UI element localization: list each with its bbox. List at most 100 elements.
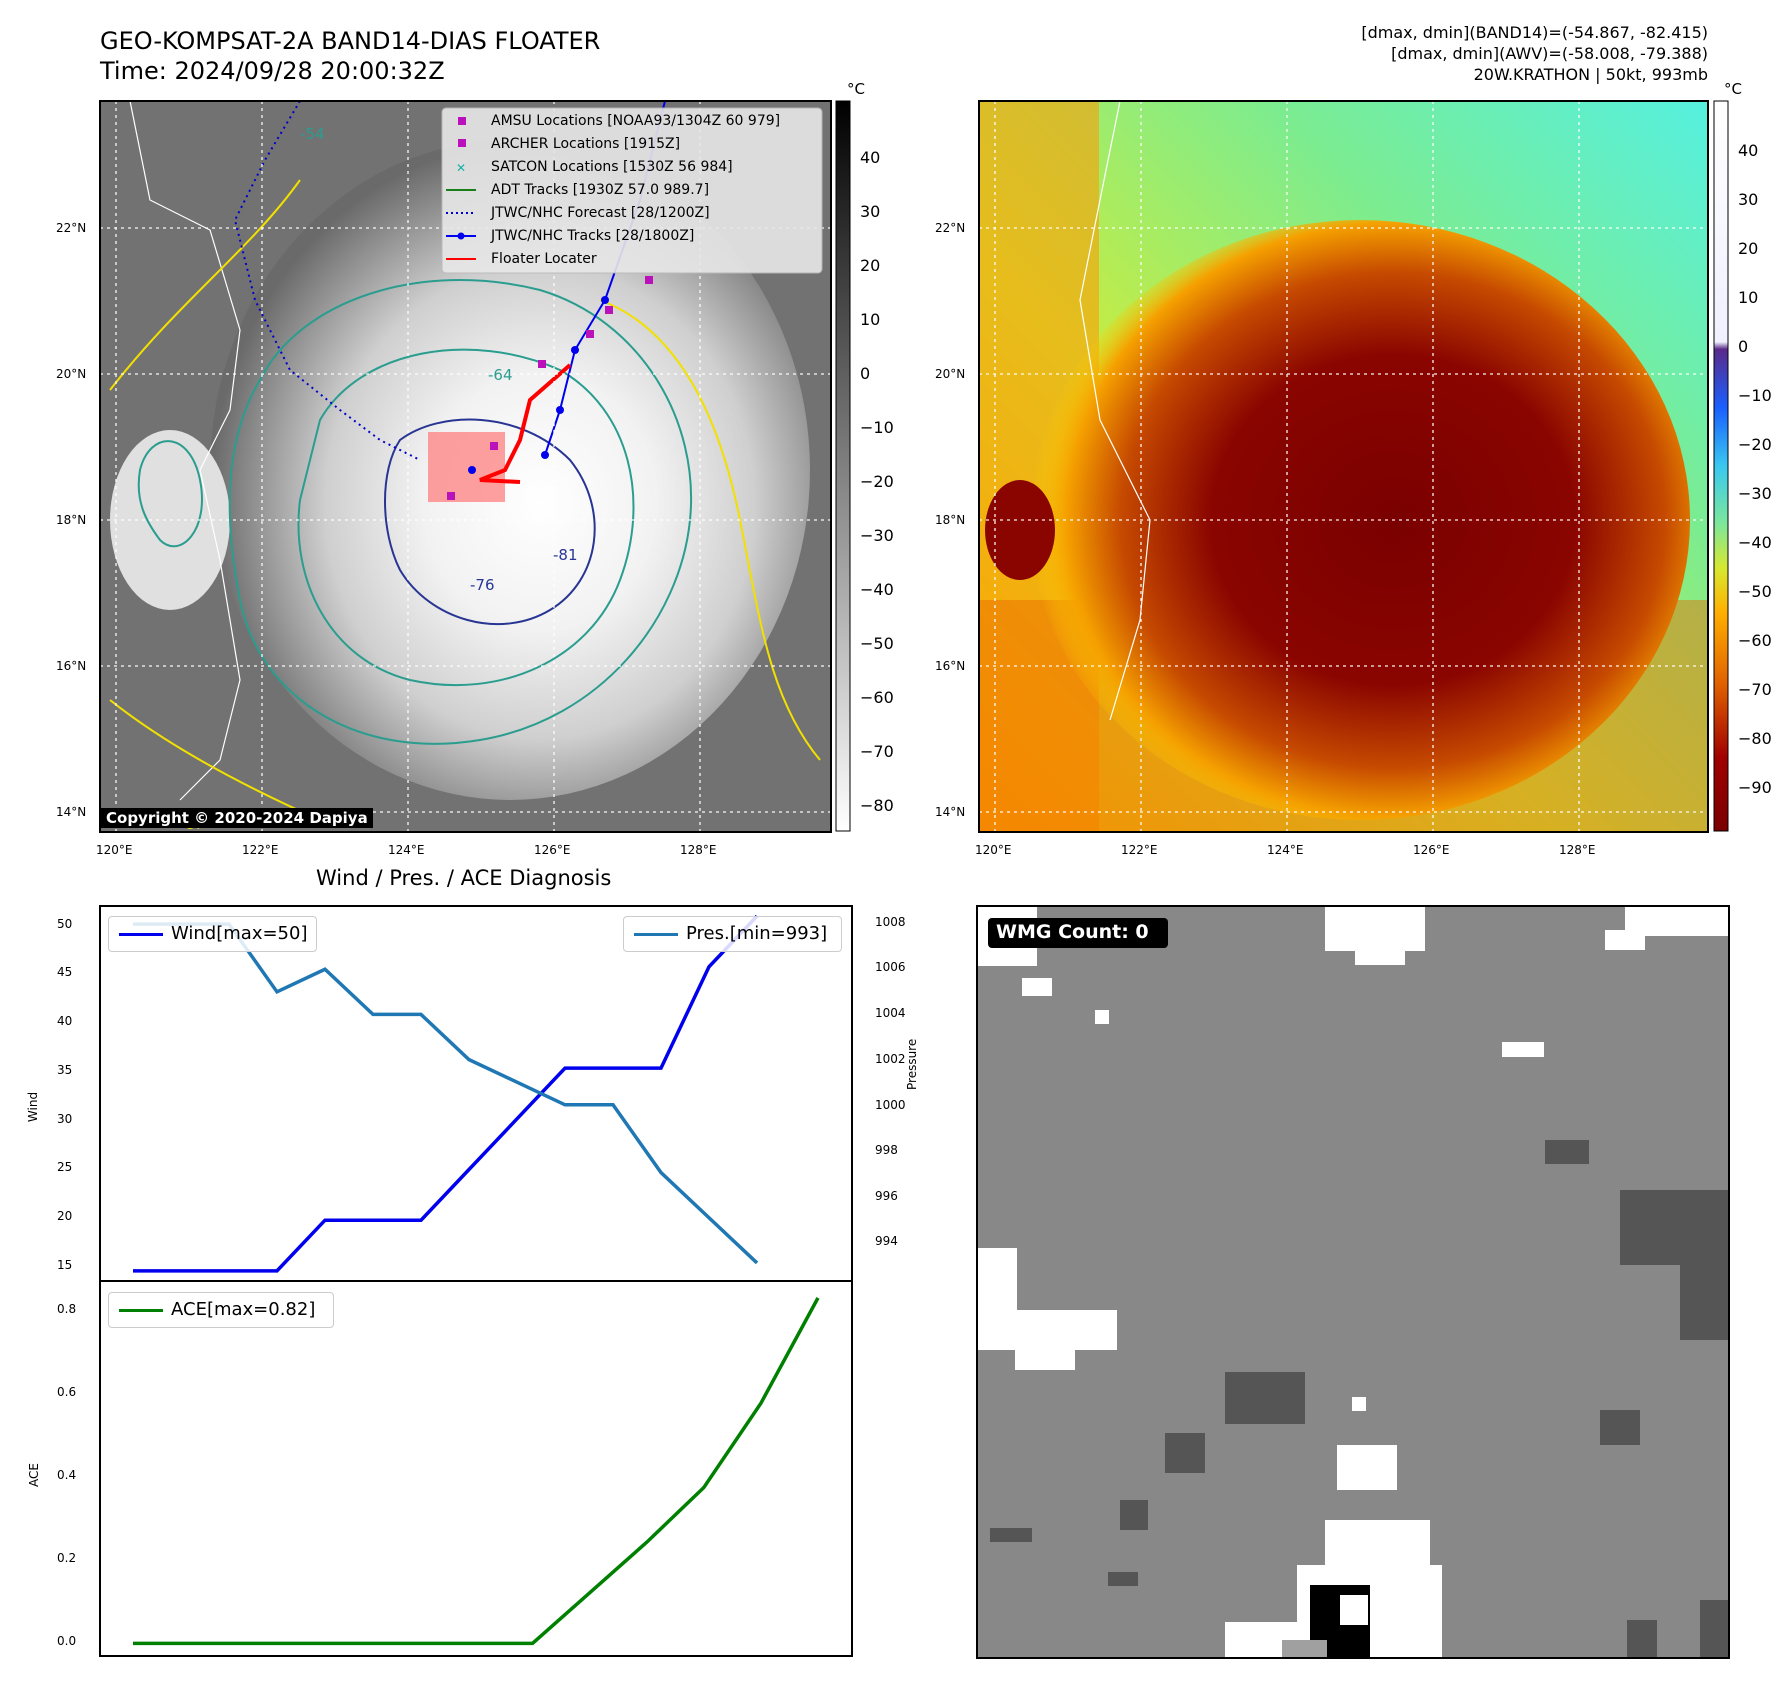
awv-colorbar-tick: −10 xyxy=(1738,386,1772,405)
awv-colorbar-tick: −20 xyxy=(1738,435,1772,454)
ir-lat-label: 16°N xyxy=(56,659,87,673)
ace-tick: 0.2 xyxy=(57,1551,77,1565)
ir-colorbar-tick: 10 xyxy=(860,310,881,329)
wind-tick: 35 xyxy=(57,1063,73,1077)
awv-lon-label: 122°E xyxy=(1121,843,1158,857)
contour-label: -81 xyxy=(553,546,578,564)
awv-colorbar-tick: −90 xyxy=(1738,778,1772,797)
awv-lat-label: 14°N xyxy=(935,805,966,819)
awv-colorbar-tick: 40 xyxy=(1738,141,1759,160)
pres-tick: 1008 xyxy=(875,915,906,929)
ir-colorbar-tick: −70 xyxy=(860,742,894,761)
stat-band14: [dmax, dmin](BAND14)=(-54.867, -82.415) xyxy=(1361,23,1708,42)
awv-map-frame xyxy=(978,100,1709,833)
copyright-badge: Copyright © 2020-2024 Dapiya xyxy=(101,808,373,828)
wind-tick: 25 xyxy=(57,1160,73,1174)
pres-legend-line-icon xyxy=(634,933,678,936)
pressure-ylabel: Pressure xyxy=(905,1038,919,1090)
awv-colorbar-unit: °C xyxy=(1724,80,1742,98)
ace-series-line xyxy=(133,1297,820,1646)
wind-legend: Wind[max=50] xyxy=(108,916,317,952)
satcon-marker-icon: ✕ xyxy=(456,161,466,175)
ace-tick: 0.8 xyxy=(57,1302,77,1316)
ir-lat-label: 22°N xyxy=(56,221,87,235)
ace-legend-label: ACE[max=0.82] xyxy=(171,1299,316,1320)
ir-colorbar-unit: °C xyxy=(847,80,865,98)
legend-box xyxy=(441,107,823,274)
wind-pres-axes xyxy=(99,905,853,1282)
amsu-marker-icon xyxy=(458,117,466,125)
ir-lon-label: 120°E xyxy=(96,843,133,857)
ir-colorbar-tick: 40 xyxy=(860,148,881,167)
ir-colorbar-tick: 20 xyxy=(860,256,881,275)
wind-tick: 15 xyxy=(57,1258,73,1272)
wind-tick: 20 xyxy=(57,1209,73,1223)
awv-colorbar-tick: 0 xyxy=(1738,337,1749,356)
wind-tick: 40 xyxy=(57,1014,73,1028)
ace-legend-line-icon xyxy=(119,1309,163,1312)
awv-colorbar-tick: −50 xyxy=(1738,582,1772,601)
ace-tick: 0.0 xyxy=(57,1634,77,1648)
wind-tick: 30 xyxy=(57,1112,73,1126)
wind-series-line xyxy=(133,914,759,1273)
figure-title: GEO-KOMPSAT-2A BAND14-DIAS FLOATER xyxy=(100,27,601,55)
ir-colorbar-tick: −20 xyxy=(860,472,894,491)
ir-lon-label: 126°E xyxy=(534,843,571,857)
legend-label-archer: ARCHER Locations [1915Z] xyxy=(491,136,681,152)
stat-awv: [dmax, dmin](AWV)=(-58.008, -79.388) xyxy=(1391,44,1708,63)
wind-tick: 50 xyxy=(57,917,73,931)
awv-lon-label: 120°E xyxy=(975,843,1012,857)
legend-label-jtwc: JTWC/NHC Tracks [28/1800Z] xyxy=(491,228,695,244)
awv-colorbar-tick: −70 xyxy=(1738,680,1772,699)
awv-map xyxy=(979,101,1708,832)
pres-tick: 996 xyxy=(875,1189,898,1203)
awv-lat-label: 22°N xyxy=(935,221,966,235)
awv-colorbar-tick: 10 xyxy=(1738,288,1759,307)
diagnosis-lines xyxy=(133,914,820,1646)
awv-colorbar-tick: 20 xyxy=(1738,239,1759,258)
wmg-badge xyxy=(988,918,1168,948)
ace-legend: ACE[max=0.82] xyxy=(108,1292,334,1328)
ir-lat-label: 20°N xyxy=(56,367,87,381)
ace-ylabel: ACE xyxy=(26,1463,41,1487)
awv-colorbar-tick: −30 xyxy=(1738,484,1772,503)
pres-tick: 1002 xyxy=(875,1052,906,1066)
contour-label: -54 xyxy=(300,125,325,143)
legend-label-satcon: SATCON Locations [1530Z 56 984] xyxy=(491,159,733,175)
ace-axes xyxy=(99,1280,853,1657)
ir-colorbar-tick: −80 xyxy=(860,796,894,815)
archer-marker-icon xyxy=(458,139,466,147)
pres-tick: 998 xyxy=(875,1143,898,1157)
awv-colorbar-tick: 30 xyxy=(1738,190,1759,209)
ir-lon-label: 122°E xyxy=(242,843,279,857)
ace-tick: 0.6 xyxy=(57,1385,77,1399)
ir-lon-label: 128°E xyxy=(680,843,717,857)
ir-map-frame xyxy=(99,100,832,833)
contour-label: -64 xyxy=(488,366,513,384)
pres-legend-label: Pres.[min=993] xyxy=(686,923,828,944)
ir-lat-label: 14°N xyxy=(56,805,87,819)
wind-tick: 45 xyxy=(57,965,73,979)
figure-time: Time: 2024/09/28 20:00:32Z xyxy=(100,57,445,85)
awv-lon-label: 128°E xyxy=(1559,843,1596,857)
awv-lon-label: 126°E xyxy=(1413,843,1450,857)
awv-colorbar-tick: −60 xyxy=(1738,631,1772,650)
ir-colorbar-tick: −30 xyxy=(860,526,894,545)
awv-lat-label: 20°N xyxy=(935,367,966,381)
ir-colorbar-tick: 30 xyxy=(860,202,881,221)
diagnosis-title: Wind / Pres. / ACE Diagnosis xyxy=(316,866,612,890)
ir-colorbar-tick: 0 xyxy=(860,364,871,383)
awv-lon-label: 124°E xyxy=(1267,843,1304,857)
ir-lat-label: 18°N xyxy=(56,513,87,527)
wmg-frame xyxy=(976,905,1730,1659)
ir-colorbar-tick: −50 xyxy=(860,634,894,653)
wmg-panel xyxy=(977,906,1729,1658)
pressure-series-line xyxy=(133,922,759,1265)
ir-colorbar-tick: −40 xyxy=(860,580,894,599)
pres-legend: Pres.[min=993] xyxy=(623,916,842,952)
ir-colorbar-tick: −60 xyxy=(860,688,894,707)
ir-lon-label: 124°E xyxy=(388,843,425,857)
pres-tick: 1004 xyxy=(875,1006,906,1020)
legend-label-adt: ADT Tracks [1930Z 57.0 989.7] xyxy=(491,182,710,198)
